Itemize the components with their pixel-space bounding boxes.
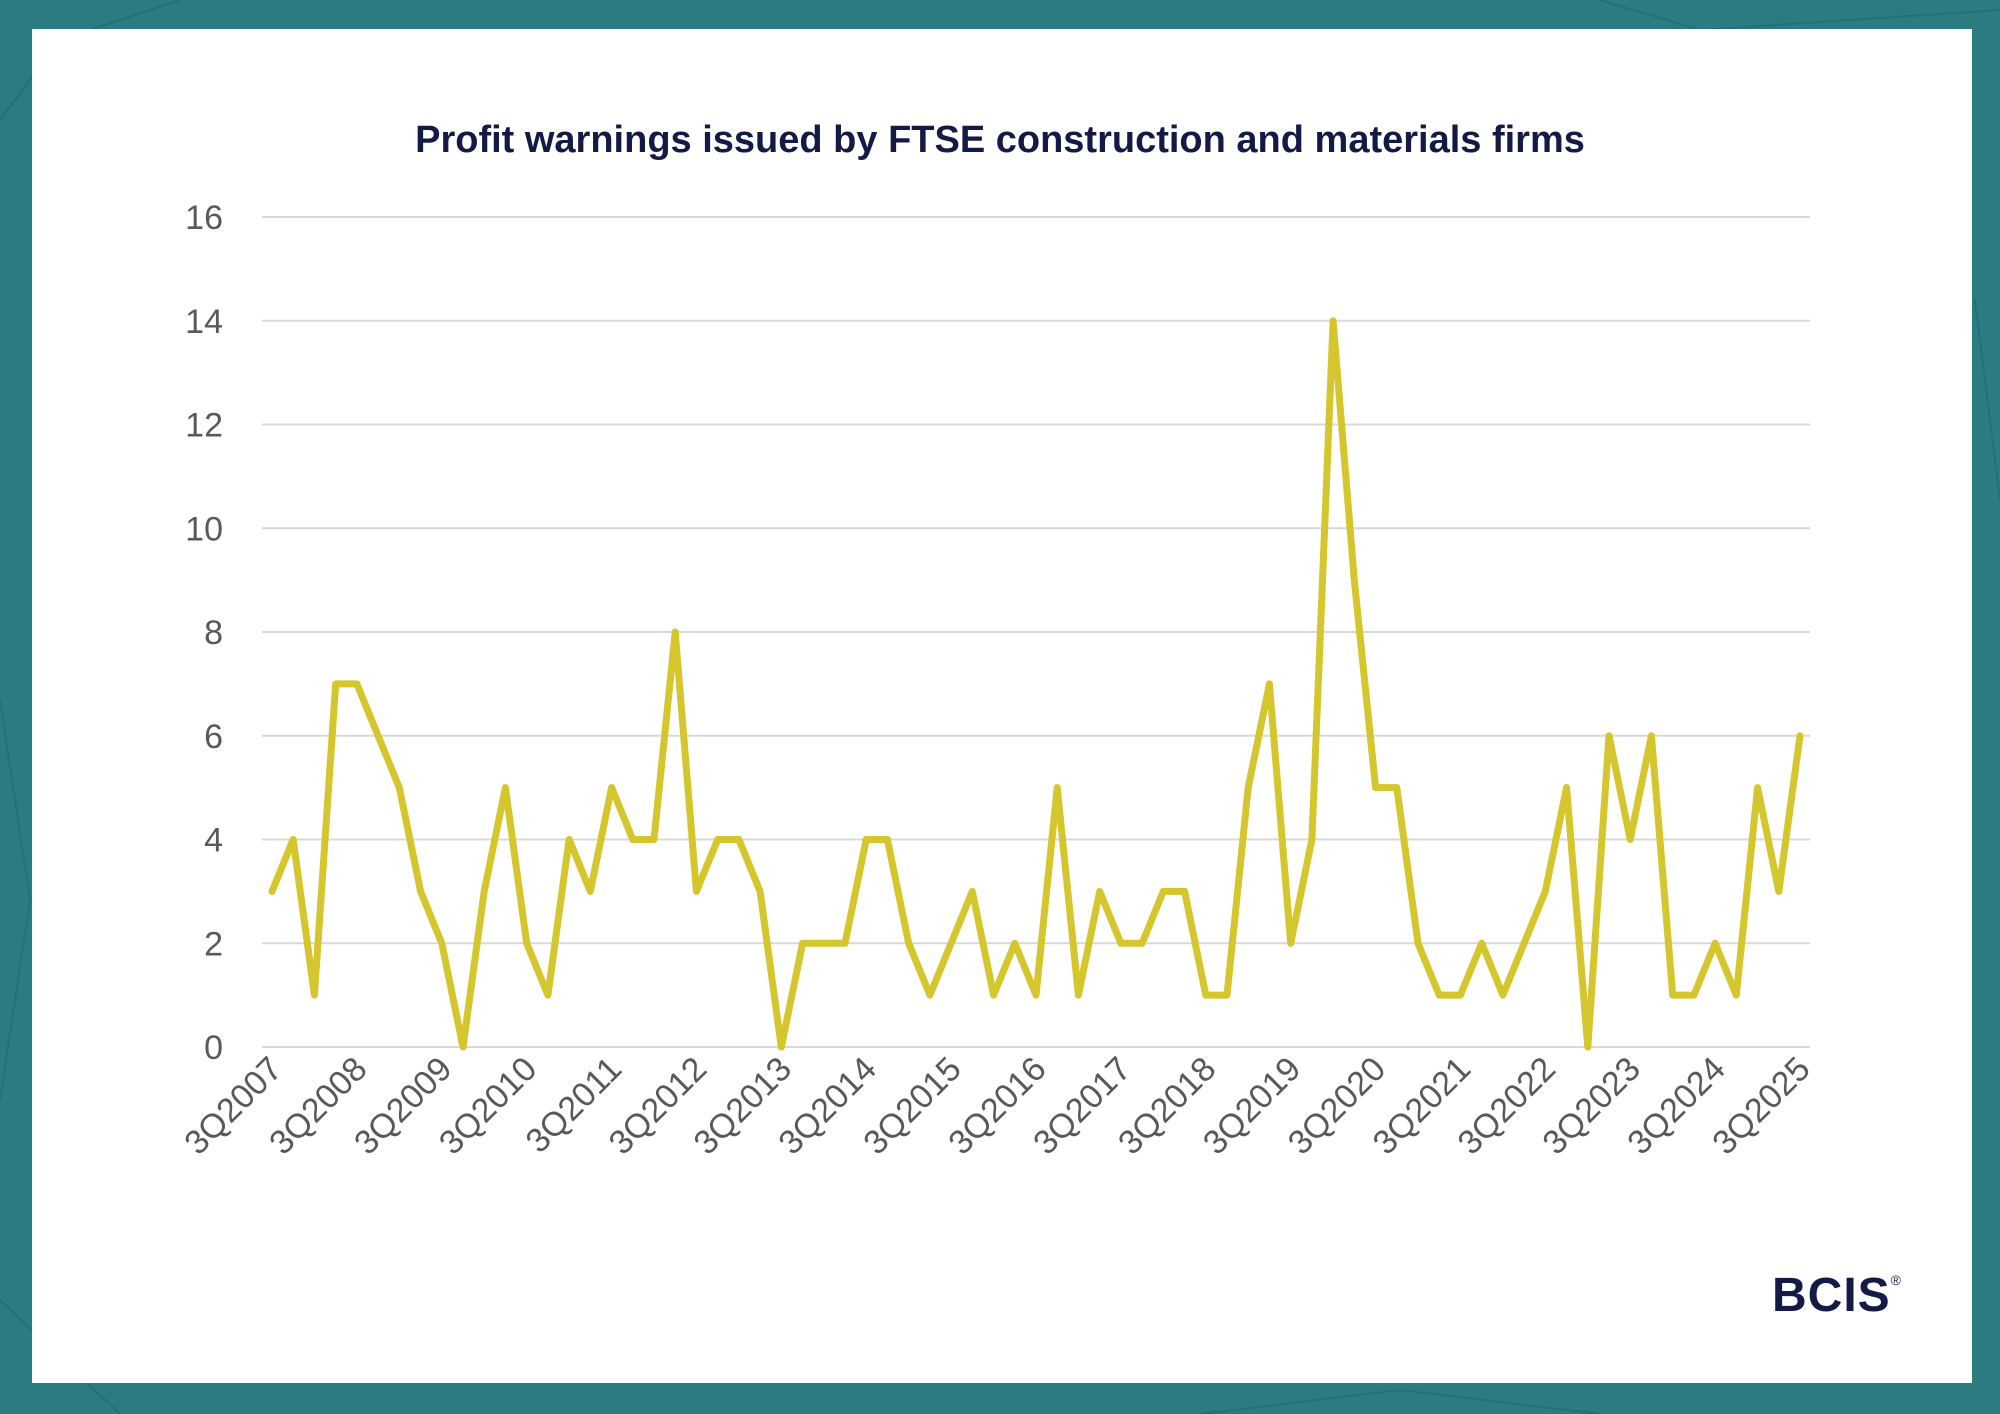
data-point [1797, 732, 1803, 739]
data-point [1075, 992, 1082, 999]
data-point [651, 836, 657, 843]
data-point [842, 940, 848, 947]
data-point [1669, 992, 1676, 999]
data-point [1606, 732, 1612, 739]
data-point [948, 940, 955, 947]
y-tick-label: 0 [204, 1029, 223, 1067]
data-point [884, 836, 891, 843]
x-axis-ticks: 3Q20073Q20083Q20093Q20103Q20113Q20123Q20… [177, 1050, 1817, 1162]
data-point [375, 732, 382, 739]
chart-title: Profit warnings issued by FTSE construct… [415, 119, 1585, 161]
data-point [926, 992, 933, 999]
data-point [332, 680, 339, 687]
data-point [1224, 992, 1230, 999]
y-axis-ticks: 0 2 4 6 8 10 12 14 16 [185, 199, 223, 1067]
data-point [714, 836, 721, 843]
data-point [1457, 992, 1464, 999]
y-tick-label: 16 [185, 199, 223, 237]
data-point [608, 784, 615, 791]
data-point [1096, 888, 1103, 895]
data-point [1563, 784, 1570, 791]
data-point [990, 992, 997, 999]
data-point [1160, 888, 1167, 895]
data-point [1245, 784, 1252, 791]
data-point [1330, 317, 1337, 324]
data-point [672, 629, 679, 635]
data-point [460, 1044, 466, 1050]
data-point [290, 836, 297, 843]
y-tick-label: 4 [204, 822, 223, 860]
y-tick-label: 6 [204, 718, 223, 756]
data-point [311, 992, 318, 999]
line-chart: Profit warnings issued by FTSE construct… [177, 119, 1817, 1162]
data-point [269, 888, 275, 895]
series-layer [268, 317, 1804, 1051]
data-point [820, 940, 827, 947]
data-point [1266, 680, 1273, 687]
y-tick-label: 8 [204, 614, 223, 652]
registered-mark: ® [1890, 1272, 1902, 1288]
data-point [1775, 888, 1782, 895]
data-point [1117, 940, 1124, 947]
gridlines [262, 216, 1810, 1048]
y-tick-label: 10 [185, 510, 223, 548]
data-point [417, 888, 424, 895]
data-point [799, 940, 806, 947]
data-point [629, 836, 636, 843]
data-point [1011, 940, 1018, 947]
data-point [1202, 992, 1209, 999]
data-point [1054, 784, 1061, 791]
bcis-logo: BCIS® [1772, 1268, 1902, 1323]
data-point [1690, 992, 1697, 999]
y-tick-label: 14 [185, 303, 223, 341]
data-point [353, 680, 360, 687]
data-point [1393, 784, 1400, 791]
data-point [481, 888, 488, 895]
data-point [863, 836, 870, 843]
data-point [969, 888, 976, 895]
data-point [438, 940, 445, 947]
data-point [502, 784, 509, 791]
y-tick-label: 2 [204, 925, 223, 963]
data-point [1499, 992, 1506, 999]
data-point [1627, 836, 1634, 843]
data-point [1584, 1044, 1591, 1050]
data-point [1733, 992, 1740, 999]
data-point [1521, 940, 1528, 947]
data-point [1351, 577, 1358, 584]
data-point [1139, 940, 1146, 947]
chart-card: Profit warnings issued by FTSE construct… [32, 29, 1972, 1383]
data-point [905, 940, 912, 947]
data-point [1712, 940, 1719, 947]
data-point [1754, 784, 1761, 791]
data-point [693, 888, 700, 895]
data-point [1415, 940, 1421, 947]
series-line-profit-warnings [268, 317, 1804, 1051]
data-point [1542, 888, 1549, 895]
data-point [544, 992, 551, 999]
data-point [1478, 940, 1485, 947]
data-point [735, 836, 742, 843]
data-point [1181, 888, 1188, 895]
data-point [1287, 940, 1294, 947]
data-point [523, 940, 530, 947]
data-point [1372, 784, 1379, 791]
data-point [587, 888, 594, 895]
data-point [566, 836, 573, 843]
data-point [1436, 992, 1443, 999]
logo-text: BCIS [1771, 1269, 1891, 1322]
y-tick-label: 12 [185, 407, 223, 445]
data-point [396, 784, 403, 791]
data-point [1033, 992, 1039, 999]
data-point [1648, 732, 1655, 739]
data-point [778, 1044, 785, 1050]
data-point [757, 888, 764, 895]
data-point [1308, 836, 1315, 843]
